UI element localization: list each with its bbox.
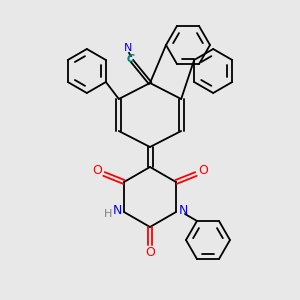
- Text: H: H: [104, 209, 112, 219]
- Text: O: O: [145, 245, 155, 259]
- Text: N: N: [178, 205, 188, 218]
- Text: O: O: [198, 164, 208, 178]
- Text: C: C: [126, 54, 134, 64]
- Text: N: N: [124, 43, 132, 53]
- Text: N: N: [112, 205, 122, 218]
- Text: O: O: [92, 164, 102, 178]
